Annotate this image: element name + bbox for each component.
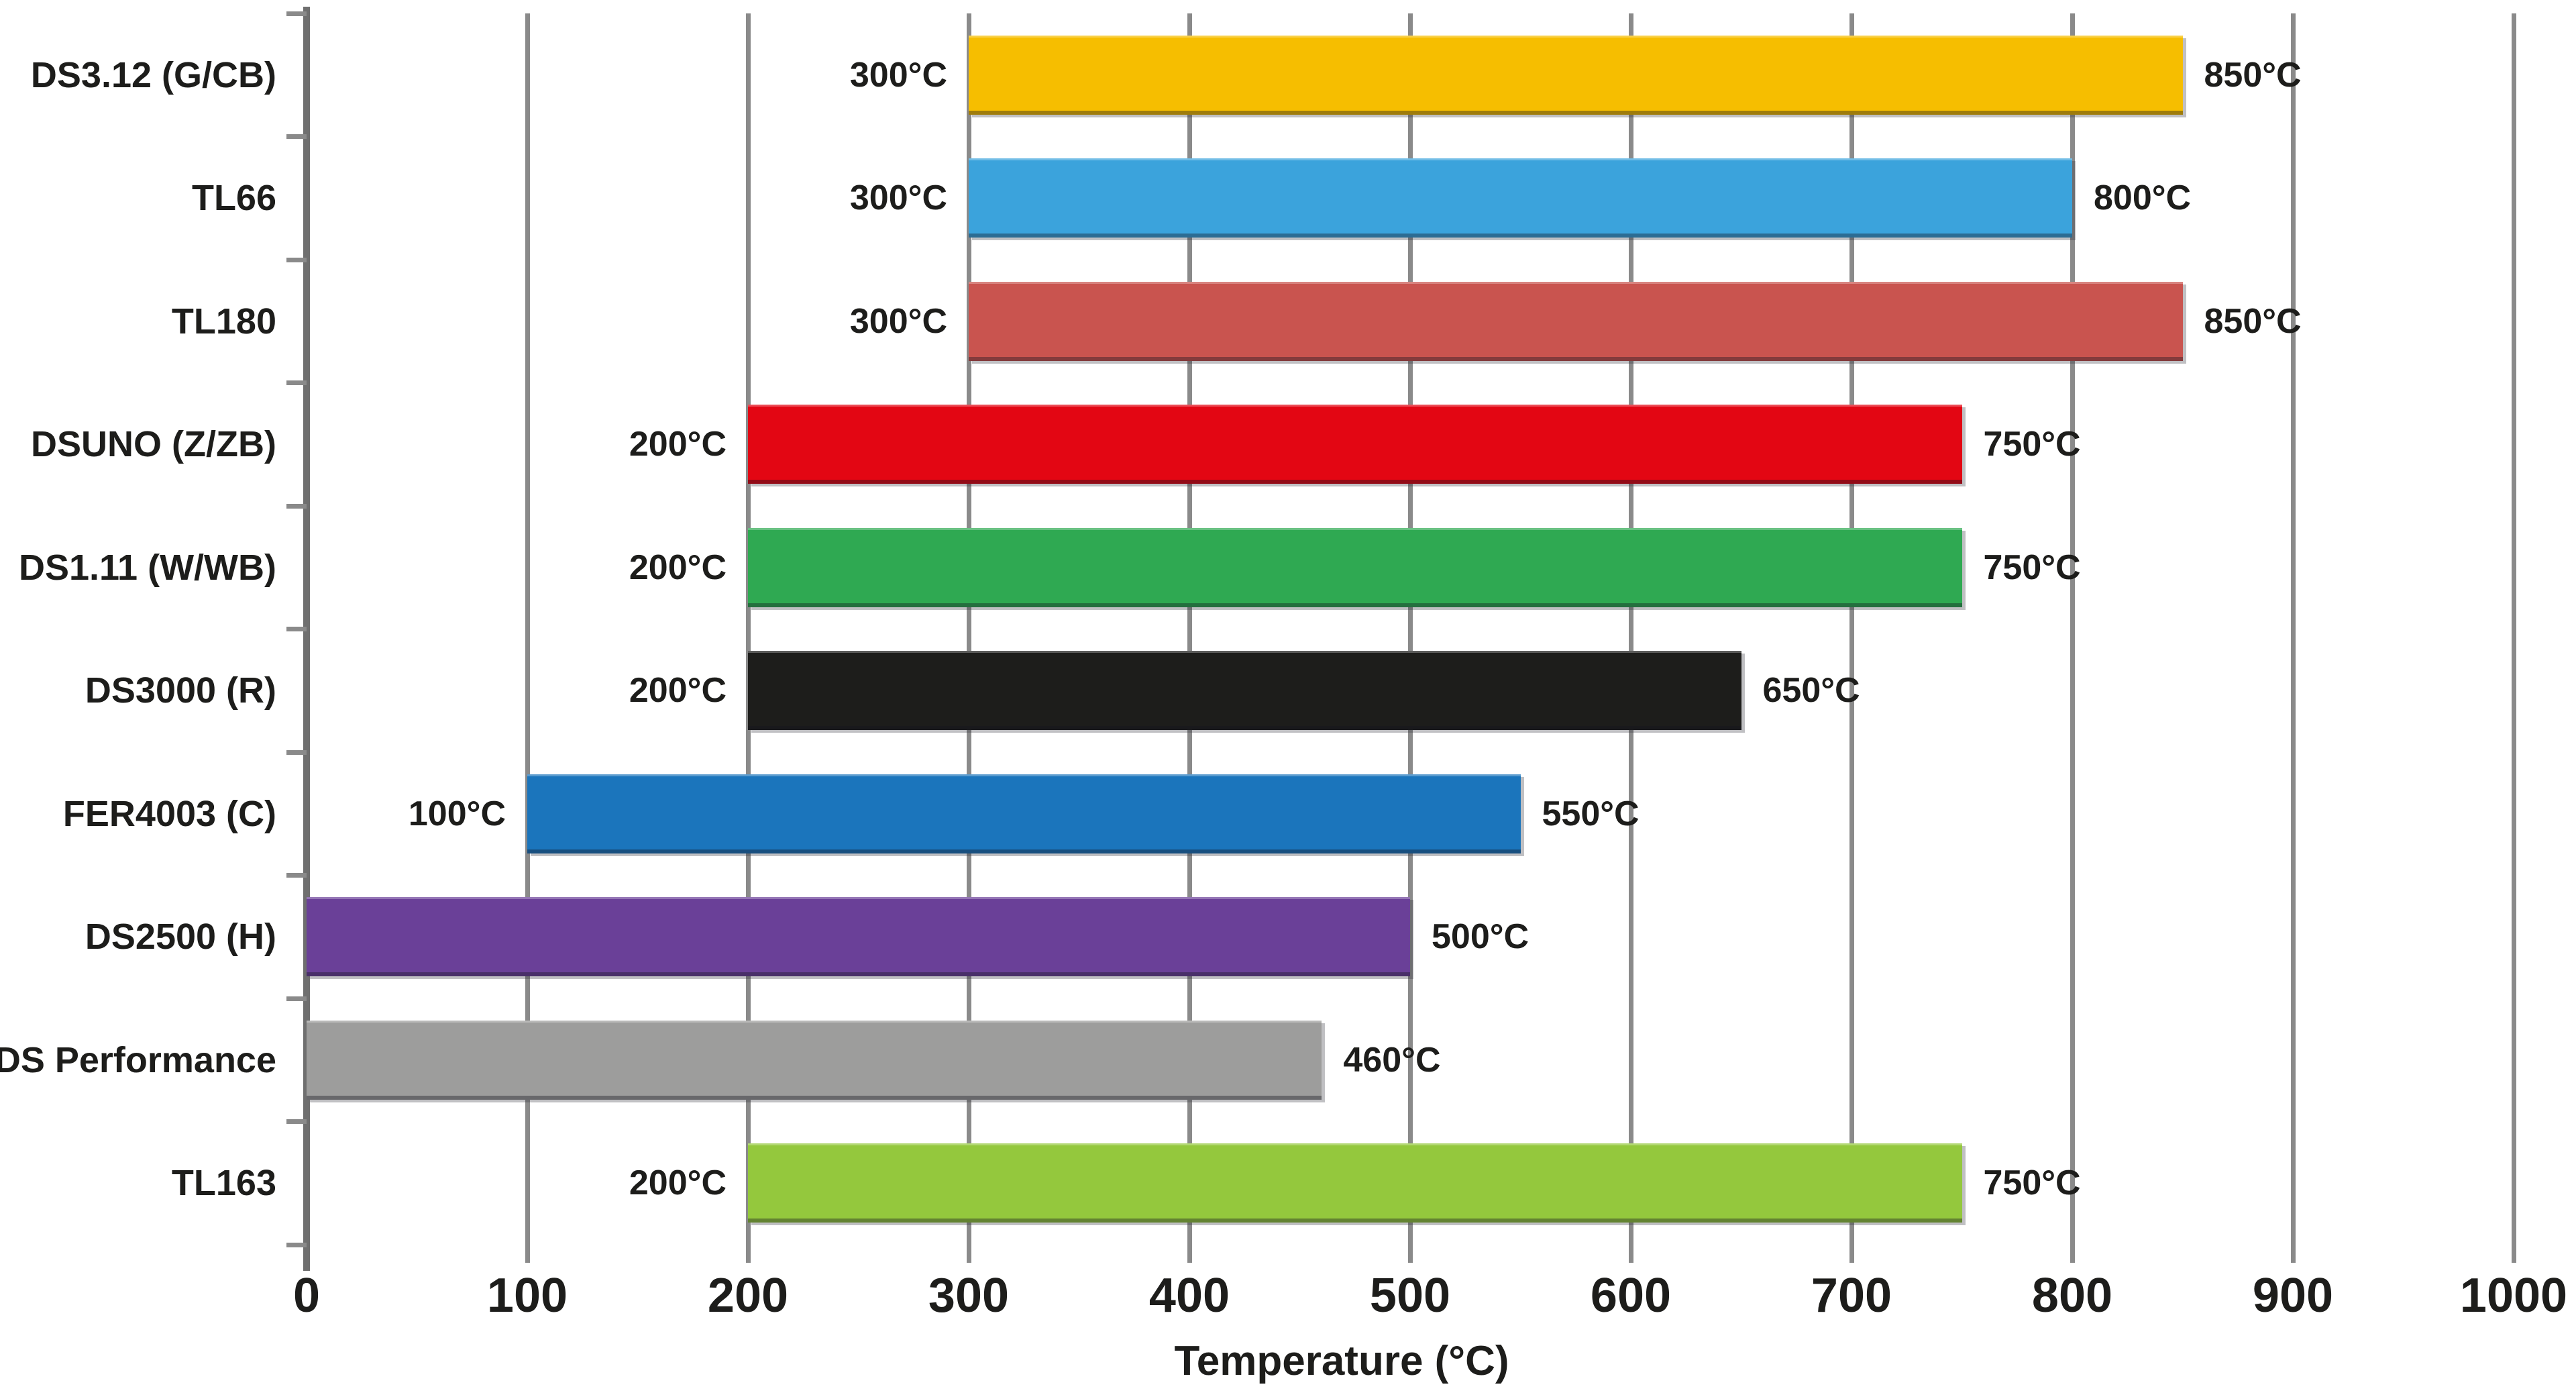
max-value-label-ds1-11-w-wb: 750°C bbox=[1983, 548, 2081, 587]
max-value-label-tl180: 850°C bbox=[2204, 301, 2302, 341]
gridline-300 bbox=[966, 13, 971, 1263]
bar-ds-performance bbox=[307, 1020, 1322, 1100]
x-tick-label-1000: 1000 bbox=[2459, 1269, 2568, 1323]
x-tick-label-200: 200 bbox=[707, 1269, 789, 1323]
bar-ds3-12-g-cb bbox=[969, 35, 2183, 115]
x-tick-label-100: 100 bbox=[486, 1269, 568, 1323]
max-value-label-ds-performance: 460°C bbox=[1343, 1040, 1441, 1080]
x-tick-label-500: 500 bbox=[1369, 1269, 1451, 1323]
category-label-ds-performance: DS Performance bbox=[0, 1039, 276, 1080]
category-label-tl163: TL163 bbox=[171, 1163, 276, 1204]
y-axis-tick bbox=[286, 996, 307, 1001]
gridline-800 bbox=[2070, 13, 2075, 1263]
bar-row-ds1-11-w-wb: DS1.11 (W/WB) 200°C 750°C bbox=[19, 506, 2514, 629]
gridline-700 bbox=[1849, 13, 1854, 1263]
bar-row-dsuno-z-zb: DSUNO (Z/ZB) 200°C 750°C bbox=[31, 383, 2514, 507]
x-tick-label-600: 600 bbox=[1590, 1269, 1672, 1323]
category-label-tl180: TL180 bbox=[171, 301, 276, 342]
x-tick-label-900: 900 bbox=[2252, 1269, 2334, 1323]
gridline-200 bbox=[745, 13, 751, 1263]
max-value-label-fer4003-c: 550°C bbox=[1542, 794, 1640, 833]
bar-tl163 bbox=[748, 1143, 1962, 1223]
x-tick-label-400: 400 bbox=[1148, 1269, 1230, 1323]
gridline-500 bbox=[1407, 13, 1413, 1263]
bar-row-tl180: TL180 300°C 850°C bbox=[172, 260, 2514, 383]
category-label-fer4003-c: FER4003 (C) bbox=[62, 793, 276, 834]
min-value-label-tl180: 300°C bbox=[849, 301, 947, 341]
category-label-ds2500-h: DS2500 (H) bbox=[85, 917, 276, 957]
y-axis-tick bbox=[286, 749, 307, 755]
y-axis-line bbox=[303, 7, 310, 1271]
bar-row-ds3-12-g-cb: DS3.12 (G/CB) 300°C 850°C bbox=[31, 13, 2514, 137]
bar-row-ds-performance: DS Performance 460°C bbox=[0, 998, 2514, 1122]
max-value-label-ds2500-h: 500°C bbox=[1432, 917, 1529, 957]
bar-ds2500-h bbox=[307, 897, 1410, 977]
category-label-ds3-12-g-cb: DS3.12 (G/CB) bbox=[30, 54, 276, 95]
category-label-tl66: TL66 bbox=[191, 178, 276, 219]
y-axis-tick bbox=[286, 11, 307, 16]
bar-dsuno-z-zb bbox=[748, 405, 1962, 484]
max-value-label-tl163: 750°C bbox=[1983, 1163, 2081, 1203]
min-value-label-fer4003-c: 100°C bbox=[408, 794, 506, 833]
x-axis-title: Temperature (°C) bbox=[1174, 1338, 1509, 1384]
x-tick-label-700: 700 bbox=[1811, 1269, 1892, 1323]
category-label-ds1-11-w-wb: DS1.11 (W/WB) bbox=[18, 547, 276, 588]
y-axis-tick bbox=[286, 1242, 307, 1247]
max-value-label-ds3000-r: 650°C bbox=[1762, 671, 1860, 711]
category-label-dsuno-z-zb: DSUNO (Z/ZB) bbox=[31, 424, 276, 465]
max-value-label-tl66: 800°C bbox=[2094, 178, 2192, 218]
x-tick-label-300: 300 bbox=[928, 1269, 1010, 1323]
x-tick-label-800: 800 bbox=[2031, 1269, 2113, 1323]
plot-area: DS3.12 (G/CB) 300°C 850°C TL66 300°C 800°C TL1… bbox=[0, 7, 2516, 1271]
bar-row-tl163: TL163 200°C 750°C bbox=[172, 1122, 2514, 1245]
bar-row-tl66: TL66 300°C 800°C bbox=[192, 137, 2514, 260]
gridline-900 bbox=[2290, 13, 2296, 1263]
gridline-600 bbox=[1628, 13, 1633, 1263]
y-axis-tick bbox=[286, 134, 307, 139]
min-value-label-ds3-12-g-cb: 300°C bbox=[849, 55, 947, 95]
min-value-label-ds3000-r: 200°C bbox=[629, 671, 727, 711]
max-value-label-ds3-12-g-cb: 850°C bbox=[2204, 55, 2302, 95]
bar-row-ds2500-h: DS2500 (H) 500°C bbox=[85, 876, 2514, 999]
y-axis-tick bbox=[286, 873, 307, 878]
gridline-100 bbox=[525, 13, 530, 1263]
y-axis-tick bbox=[286, 1119, 307, 1124]
max-value-label-dsuno-z-zb: 750°C bbox=[1983, 425, 2081, 464]
min-value-label-tl66: 300°C bbox=[849, 178, 947, 218]
gridline-1000 bbox=[2511, 13, 2516, 1263]
x-tick-label-0: 0 bbox=[292, 1269, 321, 1323]
bar-ds3000-r bbox=[748, 651, 1741, 731]
min-value-label-dsuno-z-zb: 200°C bbox=[629, 425, 727, 464]
min-value-label-ds1-11-w-wb: 200°C bbox=[629, 548, 727, 587]
y-axis-tick bbox=[286, 503, 307, 509]
y-axis-tick bbox=[286, 257, 307, 262]
bar-row-fer4003-c: FER4003 (C) 100°C 550°C bbox=[63, 752, 2514, 876]
y-axis-tick bbox=[286, 380, 307, 385]
y-axis-tick bbox=[286, 627, 307, 631]
min-value-label-tl163: 200°C bbox=[629, 1163, 727, 1203]
category-label-ds3000-r: DS3000 (R) bbox=[85, 670, 276, 711]
bar-ds1-11-w-wb bbox=[748, 527, 1962, 607]
bar-row-ds3000-r: DS3000 (R) 200°C 650°C bbox=[85, 629, 2514, 753]
bar-tl180 bbox=[969, 281, 2183, 361]
bar-fer4003-c bbox=[527, 774, 1521, 853]
bar-tl66 bbox=[969, 158, 2072, 238]
gridline-400 bbox=[1187, 13, 1192, 1263]
